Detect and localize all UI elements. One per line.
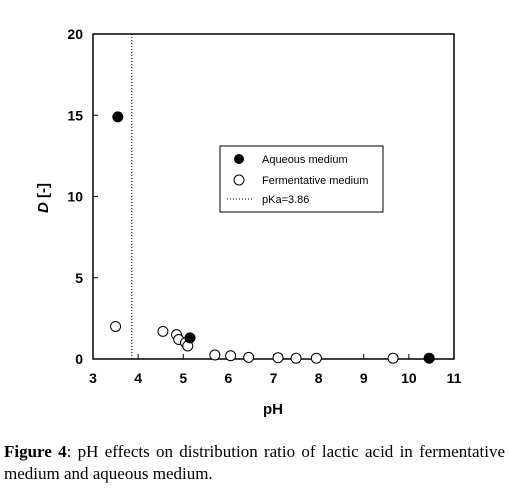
fermentative-point [290, 352, 302, 364]
x-tick-label: 6 [224, 370, 232, 386]
chart: 3 4 5 6 7 8 9 10 11 0 5 10 15 20 pH D [-] Aqueous med… [35, 26, 462, 418]
aqueous-point [184, 332, 196, 344]
y-axis-label: D [-] [35, 183, 52, 213]
y-tick-label: 5 [75, 270, 83, 286]
x-tick-label: 10 [401, 370, 417, 386]
tick-labels: 3 4 5 6 7 8 9 10 11 0 5 10 15 20 [67, 26, 461, 386]
fermentative-point [243, 351, 255, 363]
x-tick-label: 11 [447, 370, 462, 386]
y-tick-label: 20 [67, 26, 83, 42]
x-tick-label: 7 [270, 370, 278, 386]
legend-label-pka: pKa=3.86 [262, 194, 309, 206]
fermentative-point [387, 352, 399, 364]
fermentative-point [209, 349, 221, 361]
fermentative-point [225, 350, 237, 362]
data-points [110, 111, 435, 364]
y-tick-label: 15 [67, 107, 83, 123]
x-tick-label: 5 [179, 370, 187, 386]
x-tick-label: 3 [89, 370, 97, 386]
legend-box [219, 145, 384, 213]
figure-caption-label: Figure 4 [4, 442, 67, 461]
fermentative-point [110, 321, 122, 332]
legend-marker-fermentative [233, 174, 245, 186]
x-tick-label: 9 [360, 370, 368, 386]
legend: Aqueous medium Fermentative medium pKa=3… [219, 145, 384, 213]
y-axis-label-unit: [-] [35, 183, 52, 202]
aqueous-point [112, 111, 124, 123]
y-tick-label: 10 [67, 189, 83, 205]
legend-label-fermentative: Fermentative medium [262, 175, 368, 187]
x-axis-label: pH [263, 401, 283, 418]
x-tick-label: 4 [134, 370, 142, 386]
fermentative-point [310, 352, 322, 364]
x-tick-label: 8 [315, 370, 323, 386]
y-axis-label-symbol: D [35, 202, 52, 213]
fermentative-point [272, 352, 284, 364]
figure-caption: Figure 4: pH effects on distribution rat… [4, 441, 505, 485]
fermentative-point [157, 325, 169, 337]
aqueous-point [423, 352, 435, 364]
figure-caption-text: : pH effects on distribution ratio of la… [4, 442, 505, 483]
y-tick-label: 0 [75, 351, 83, 367]
legend-label-aqueous: Aqueous medium [262, 154, 348, 166]
legend-marker-aqueous [234, 154, 244, 164]
